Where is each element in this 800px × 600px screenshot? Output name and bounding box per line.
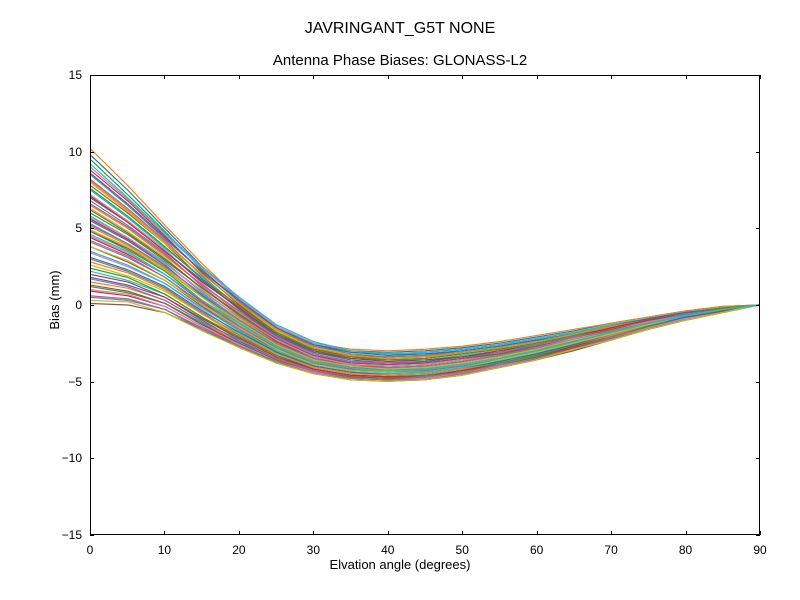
series-line	[91, 171, 759, 357]
x-axis-label: Elvation angle (degrees)	[0, 557, 800, 572]
y-axis-label: Bias (mm)	[47, 270, 62, 329]
x-tick-label: 50	[456, 543, 469, 557]
series-line	[91, 189, 759, 360]
x-tick-label: 40	[381, 543, 394, 557]
super-title: JAVRINGANT_G5T NONE	[0, 20, 800, 38]
x-tick-label: 60	[530, 543, 543, 557]
series-line	[91, 230, 759, 369]
y-tick-label: −5	[42, 375, 82, 389]
y-tick-label: 10	[42, 145, 82, 159]
series-line	[91, 206, 759, 365]
x-tick-label: 90	[753, 543, 766, 557]
y-tick-label: −10	[42, 451, 82, 465]
y-tick-label: 5	[42, 221, 82, 235]
x-tick-label: 80	[679, 543, 692, 557]
plot-area	[90, 75, 760, 535]
x-tick-label: 10	[158, 543, 171, 557]
x-tick-label: 0	[87, 543, 94, 557]
y-tick-label: 15	[42, 68, 82, 82]
x-tick-label: 30	[307, 543, 320, 557]
sub-title: Antenna Phase Biases: GLONASS-L2	[0, 52, 800, 69]
chart-lines	[91, 76, 759, 534]
x-tick-label: 20	[232, 543, 245, 557]
chart-container: JAVRINGANT_G5T NONE Antenna Phase Biases…	[0, 0, 800, 600]
y-tick-label: −15	[42, 528, 82, 542]
x-tick-label: 70	[604, 543, 617, 557]
series-line	[91, 183, 759, 359]
